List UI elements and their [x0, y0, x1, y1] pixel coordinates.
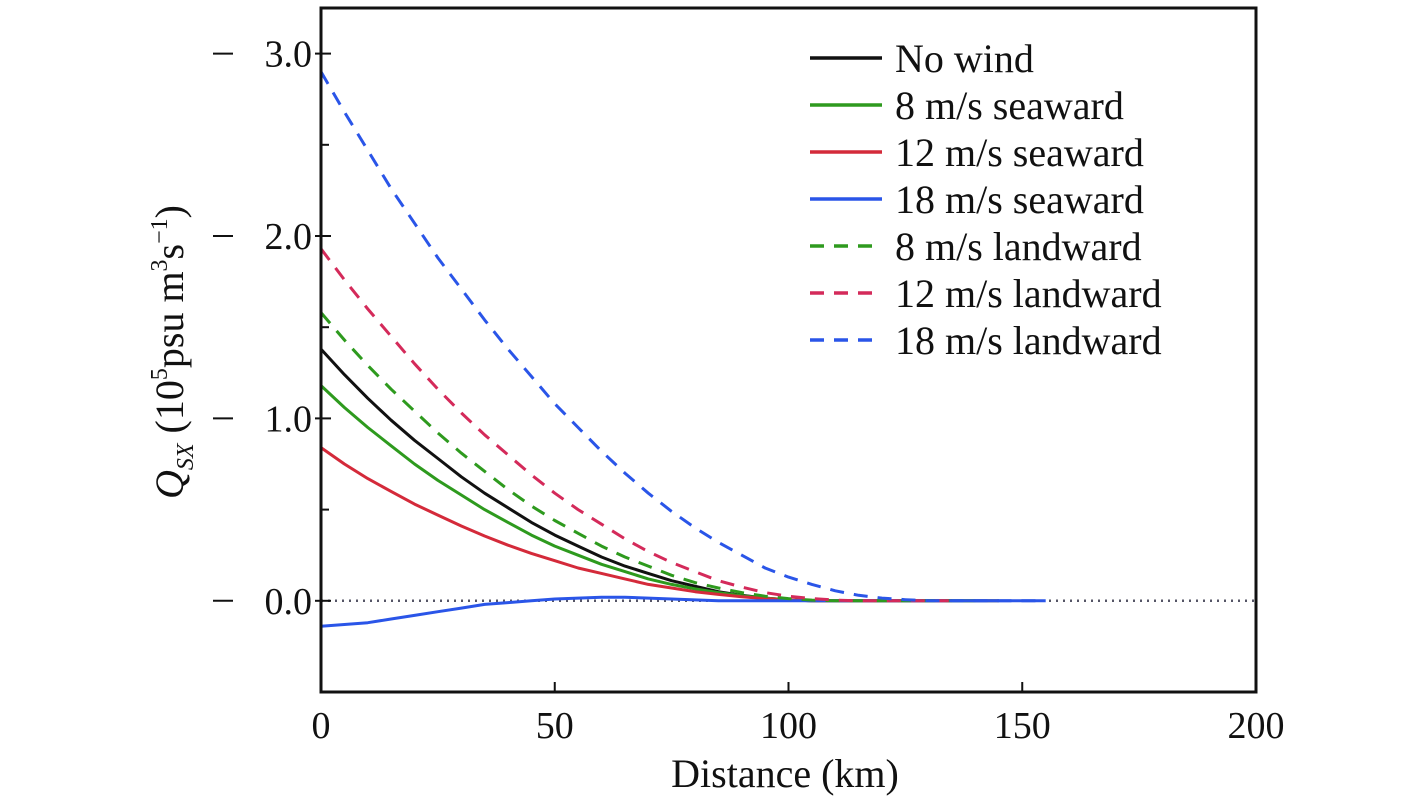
y-axis-title-symbol: Q — [147, 470, 192, 499]
x-tick-label: 150 — [994, 705, 1051, 747]
axes: 0.0 1.0 2.0 3.0 0 50 100 150 200 — [213, 6, 1285, 747]
y-axis-title-unit-s: s — [147, 244, 192, 260]
y-axis-title-middle: psu m — [147, 271, 192, 368]
legend-label-6: 12 m/s landward — [895, 271, 1162, 316]
plot-area — [319, 71, 1256, 628]
x-tick-label: 0 — [312, 705, 331, 747]
legend-label-3: 12 m/s seaward — [895, 130, 1144, 175]
x-tick-label: 200 — [1228, 705, 1285, 747]
legend-label-1: No wind — [895, 36, 1034, 81]
y-tick-label: 1.0 — [265, 398, 313, 440]
y-axis-title-exp3: −1 — [147, 218, 173, 244]
y-tick-label: 2.0 — [265, 216, 313, 258]
y-tick-label: 3.0 — [265, 34, 313, 76]
series-line-1 — [319, 348, 999, 603]
y-axis-title-suffix: ) — [147, 205, 192, 218]
legend-label-2: 8 m/s seaward — [895, 83, 1124, 128]
y-axis-title-exp1: 5 — [147, 368, 173, 380]
y-axis-title-text: QSX (105psu m3s−1) — [147, 205, 199, 499]
y-axis-title-subscript: SX — [173, 442, 199, 470]
legend-label-7: 18 m/s landward — [895, 318, 1162, 363]
series-line-3 — [320, 446, 953, 603]
x-axis-title: Distance (km) — [671, 751, 899, 796]
x-tick-label: 50 — [536, 705, 574, 747]
y-axis-title-prefix: (10 — [147, 380, 192, 443]
series-line-5 — [319, 311, 953, 603]
y-axis-title: QSX (105psu m3s−1) — [147, 205, 199, 499]
y-axis-title-exp2: 3 — [147, 259, 173, 271]
legend-label-5: 8 m/s landward — [895, 224, 1142, 269]
series-line-7 — [319, 71, 1046, 603]
legend-label-4: 18 m/s seaward — [895, 177, 1144, 222]
x-tick-label: 100 — [760, 705, 817, 747]
y-tick-label: 0.0 — [265, 581, 313, 623]
series-line-6 — [319, 247, 953, 603]
